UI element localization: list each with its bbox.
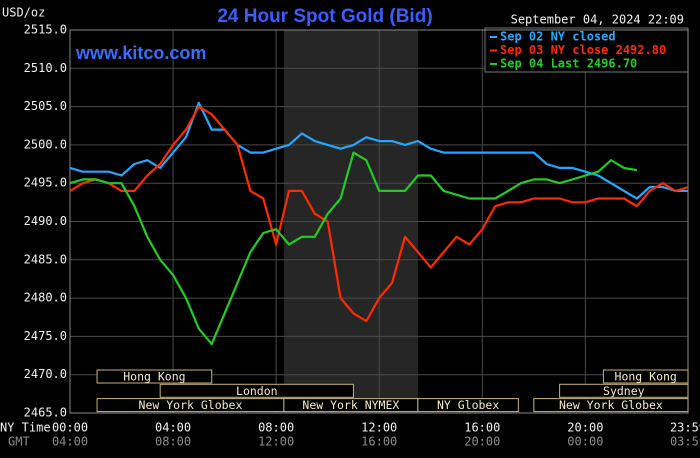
y-tick-label: 2470.0 (24, 367, 67, 381)
x2-tick-label: 04:00 (52, 435, 88, 449)
y-tick-label: 2490.0 (24, 214, 67, 228)
x2-tick-label: 20:00 (464, 435, 500, 449)
session-label: Hong Kong (615, 370, 677, 384)
session-box (417, 398, 519, 413)
x-tick-label: 04:00 (155, 421, 191, 435)
y-tick-label: 2465.0 (24, 406, 67, 420)
y-tick-label: 2505.0 (24, 99, 67, 113)
price-line (69, 151, 638, 346)
x-tick-label: 08:00 (258, 421, 294, 435)
plot-frame (69, 29, 689, 414)
session-box (533, 398, 689, 413)
x-tick-label: 23:59 (670, 421, 700, 435)
session-label: Sydney (603, 384, 645, 398)
y-tick-label: 2510.0 (24, 61, 67, 75)
x2-tick-label: 16:00 (361, 435, 397, 449)
y-tick-label: 2475.0 (24, 329, 67, 343)
x-tick-label: 16:00 (464, 421, 500, 435)
x-tick-label: 00:00 (52, 421, 88, 435)
x2-tick-label: 08:00 (155, 435, 191, 449)
x-tick-label: 12:00 (361, 421, 397, 435)
session-box (159, 383, 354, 398)
legend-box (484, 27, 689, 73)
session-label: New York NYMEX (302, 398, 399, 412)
legend-label: Sep 04 Last 2496.70 (500, 57, 637, 71)
session-label: London (236, 384, 278, 398)
price-line (69, 101, 689, 200)
session-box (602, 369, 689, 384)
site-name: www.kitco.com (75, 43, 206, 63)
unit-label: USD/oz (2, 6, 45, 20)
session-box (559, 383, 689, 398)
y-tick-label: 2485.0 (24, 252, 67, 266)
x2-tick-label: 03:59 (670, 435, 700, 449)
y-tick-label: 2515.0 (24, 23, 67, 37)
session-label: New York Globex (139, 398, 243, 412)
session-label: Hong Kong (123, 370, 185, 384)
session-label: New York Globex (559, 398, 663, 412)
x-row-label: NY Time (0, 421, 51, 435)
legend-label: Sep 03 NY close 2492.80 (500, 43, 666, 57)
chart-title: 24 Hour Spot Gold (Bid) (217, 6, 432, 27)
timestamp: September 04, 2024 22:09 (511, 13, 684, 27)
legend-label: Sep 02 NY closed (500, 30, 616, 44)
x-tick-label: 20:00 (567, 421, 603, 435)
y-tick-label: 2480.0 (24, 291, 67, 305)
session-box (96, 369, 213, 384)
x2-row-label: GMT (8, 435, 30, 449)
y-tick-label: 2495.0 (24, 176, 67, 190)
session-label: NY Globex (437, 398, 499, 412)
x2-tick-label: 00:00 (567, 435, 603, 449)
price-line (69, 105, 689, 323)
x2-tick-label: 12:00 (258, 435, 294, 449)
y-tick-label: 2500.0 (24, 137, 67, 151)
